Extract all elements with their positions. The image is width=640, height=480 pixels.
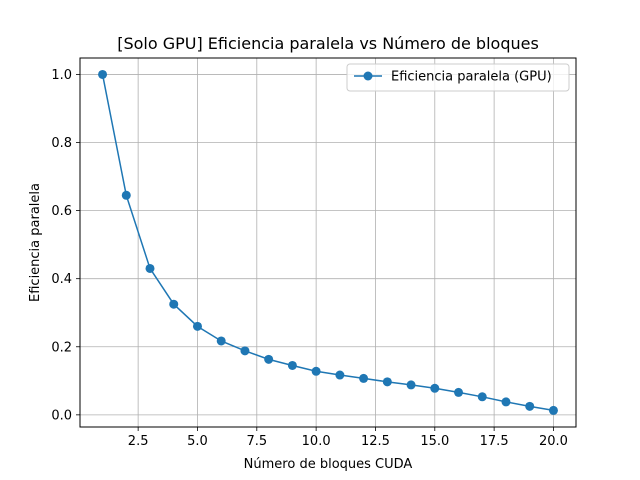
y-tick-label: 1.0 (51, 68, 72, 83)
x-tick-label: 7.5 (246, 434, 267, 449)
legend: Eficiencia paralela (GPU) (346, 63, 570, 92)
data-point (382, 377, 392, 387)
y-tick-label: 0.0 (51, 408, 72, 423)
series-group (98, 69, 558, 415)
data-point (145, 263, 155, 273)
data-point (121, 190, 131, 200)
x-tick-label: 17.5 (480, 434, 509, 449)
x-axis-ticks: 2.5 5.0 7.5 10.0 12.5 15.0 17.5 20.0 (128, 427, 568, 449)
x-tick-label: 12.5 (361, 434, 390, 449)
y-tick-label: 0.4 (51, 272, 72, 287)
data-point (525, 401, 535, 411)
y-axis-title: Eficiencia paralela (28, 183, 43, 302)
data-point (311, 366, 321, 376)
x-tick-label: 15.0 (420, 434, 449, 449)
data-point (359, 373, 369, 383)
data-point (98, 69, 108, 79)
legend-marker-swatch (363, 71, 373, 81)
data-point (192, 321, 202, 331)
chart-title: [Solo GPU] Eficiencia paralela vs Número… (117, 34, 539, 53)
legend-box (346, 63, 570, 92)
data-point (335, 370, 345, 380)
y-tick-label: 0.2 (51, 340, 72, 355)
y-tick-label: 0.6 (51, 204, 72, 219)
data-point (406, 380, 416, 390)
data-point (264, 354, 274, 364)
x-tick-label: 5.0 (187, 434, 208, 449)
grid-lines (80, 58, 576, 427)
x-axis-title: Número de bloques CUDA (244, 457, 413, 472)
x-tick-label: 10.0 (302, 434, 331, 449)
data-point (169, 299, 179, 309)
y-axis-ticks: 0.0 0.2 0.4 0.6 0.8 1.0 (51, 68, 80, 423)
data-point (477, 392, 487, 402)
x-tick-label: 20.0 (539, 434, 568, 449)
data-point (240, 346, 250, 356)
data-point (501, 397, 511, 407)
data-point (548, 405, 558, 415)
data-point (287, 360, 297, 370)
data-point (216, 336, 226, 346)
y-tick-label: 0.8 (51, 136, 72, 151)
legend-label: Eficiencia paralela (GPU) (391, 70, 552, 85)
data-point (430, 383, 440, 393)
x-tick-label: 2.5 (128, 434, 149, 449)
plot-area-frame (79, 57, 577, 428)
data-point (454, 387, 464, 397)
